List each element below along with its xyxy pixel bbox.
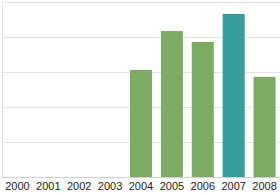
x-tick-label: 2002 <box>67 180 91 192</box>
x-axis-line <box>2 177 280 178</box>
x-tick-label: 2001 <box>36 180 60 192</box>
grid <box>2 3 280 178</box>
grid-line <box>2 2 280 3</box>
bars <box>130 14 276 177</box>
x-tick-label: 2000 <box>5 180 29 192</box>
bar <box>254 77 276 177</box>
grid-line <box>2 177 280 178</box>
bar <box>192 42 214 177</box>
bar <box>161 31 183 177</box>
x-tick-label: 2003 <box>98 180 122 192</box>
bar <box>223 14 245 177</box>
x-tick-label: 2008 <box>252 180 276 192</box>
x-tick-label: 2006 <box>191 180 215 192</box>
chart-container: 2000 2001 2002 2003 2004 2005 2006 2007 2008 <box>0 0 280 195</box>
x-tick-label: 2005 <box>160 180 184 192</box>
x-tick-label: 2004 <box>129 180 153 192</box>
x-tick-label: 2007 <box>221 180 245 192</box>
bar <box>130 70 152 177</box>
y-axis-line <box>2 2 3 177</box>
chart: 2000 2001 2002 2003 2004 2005 2006 2007 2008 <box>0 0 280 195</box>
